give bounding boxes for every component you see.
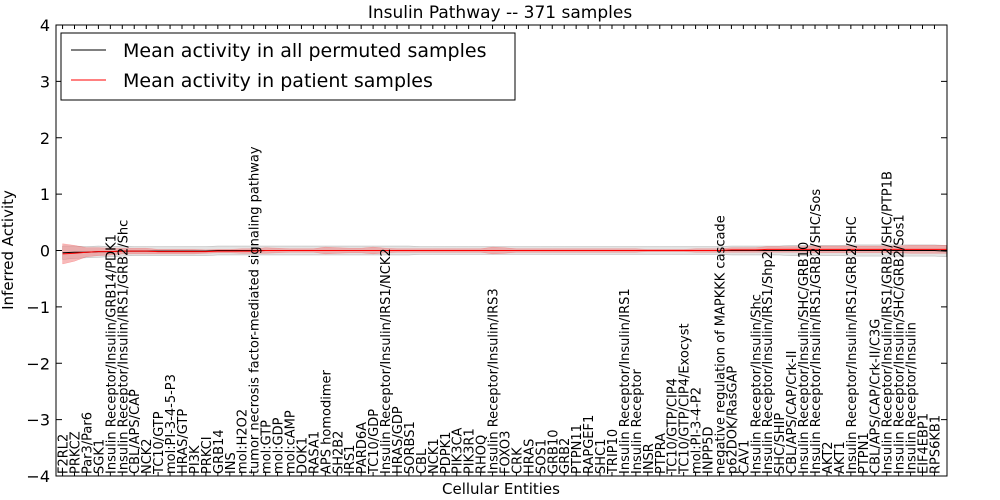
- y-tick-label: 1: [40, 185, 50, 204]
- y-tick-label: −3: [26, 411, 50, 430]
- x-tick-label: CBL/APS/CAP/Crk-II/C3G: [869, 319, 884, 474]
- x-tick-label: HRAS/GTP: [176, 409, 191, 474]
- x-tick-label: DOK1: [295, 437, 310, 474]
- x-tick-label: mol:GTP: [260, 420, 275, 474]
- x-tick-label: Insulin Receptor/Insulin/SHC/GRB10: [797, 242, 812, 474]
- x-tick-label: NCK1: [427, 438, 442, 474]
- x-tick-label: PRKCZ: [69, 431, 84, 474]
- y-tick-label: 3: [40, 72, 50, 91]
- x-tick-label: Par3/Par6: [81, 412, 96, 474]
- legend-label-patient: Mean activity in patient samples: [123, 70, 433, 92]
- x-tick-label: Insulin Receptor/Insulin/SHC/GRB2/Sos1: [893, 214, 908, 474]
- x-tick-label: SH2B2: [331, 431, 346, 475]
- x-tick-label: GRB10: [546, 429, 561, 474]
- x-tick-label: mol:PI-3-4-5-P3: [164, 374, 179, 474]
- x-tick-label: HRAS/GDP: [391, 406, 406, 474]
- x-tick-label: Insulin Receptor/Insulin/IRS1/GRB2/SHC/S…: [809, 189, 824, 474]
- x-tick-label: mol:H2O2: [236, 409, 251, 474]
- x-tick-label: SORBS1: [403, 421, 418, 474]
- x-tick-label: tumor necrosis factor-mediated signaling…: [248, 146, 263, 474]
- y-tick-label: 2: [40, 129, 50, 148]
- x-tick-label: TRIP10: [606, 429, 621, 475]
- x-tick-label: Insulin Receptor/Insulin/IRS1/Shp2: [761, 251, 776, 474]
- x-tick-label: Insulin Receptor: [630, 368, 645, 474]
- x-tick-label: INPP5D: [702, 426, 717, 474]
- x-tick-label: GRB14: [212, 429, 227, 474]
- y-tick-label: 4: [40, 16, 50, 35]
- x-tick-label: INSR: [642, 443, 657, 474]
- x-tick-label: Insulin Receptor/Insulin/IRS1/GRB2/SHC: [845, 216, 860, 474]
- x-tick-label: TC10/GTP/CIP4/Exocyst: [678, 323, 693, 475]
- x-tick-label: p62DOK/RasGAP: [725, 366, 740, 474]
- x-tick-label: PIK3CA: [451, 427, 466, 474]
- x-tick-label: Insulin Receptor/Insulin/IRS1/GRB2/SHC/P…: [881, 171, 896, 474]
- x-axis-label: Cellular Entities: [442, 480, 560, 498]
- x-tick-label: mol:PI-3-4-P2: [690, 387, 705, 474]
- x-tick-label: AKT2: [821, 441, 836, 474]
- x-tick-label: CBL/APS/CAP: [128, 389, 143, 474]
- x-tick-label: AKT1: [833, 441, 848, 474]
- x-tick-label: SGK1: [92, 439, 107, 474]
- x-tick-label: mol:cAMP: [284, 410, 299, 474]
- x-tick-label: mol:GDP: [272, 417, 287, 474]
- x-tick-label: PTPN11: [570, 424, 585, 474]
- y-axis-label: Inferred Activity: [0, 190, 17, 310]
- legend: Mean activity in all permuted samples Me…: [60, 32, 516, 101]
- x-tick-label: PIK3R1: [463, 428, 478, 474]
- x-tick-label: EIF4EBP1: [917, 413, 932, 474]
- x-tick-label: HRAS: [522, 439, 537, 474]
- x-tick-label: CBL/APS/CAP/Crk-II: [785, 350, 800, 473]
- x-tick-label: INS: [224, 452, 239, 474]
- x-tick-label: CBL: [415, 448, 430, 474]
- patient-std-band: [62, 243, 947, 265]
- y-tick-label: 0: [40, 242, 50, 261]
- x-tick-label: TC10/GDP: [367, 409, 382, 475]
- x-tick-label: SHC/SHIP: [773, 413, 788, 474]
- x-tick-label: PTPN1: [857, 432, 872, 474]
- x-tick-label: PRKCI: [200, 436, 215, 474]
- series-lines: [62, 248, 947, 255]
- x-tick-label: CAV1: [737, 440, 752, 474]
- x-tick-label: CRK: [510, 447, 525, 474]
- x-tick-label: Insulin Receptor/Insulin/GRB14/PDK1: [104, 234, 119, 474]
- x-tick-label: PI3K: [188, 445, 203, 474]
- x-tick-label: Insulin Receptor/Insulin/IRS1/GRB2/Shc: [116, 220, 131, 474]
- x-tick-label: Insulin Receptor/Insulin/IRS3: [487, 288, 502, 474]
- x-tick-label: IRS1: [343, 445, 358, 474]
- y-axis: 4 3 2 1 0 −1 −2 −3 −4: [26, 16, 947, 486]
- legend-label-permuted: Mean activity in all permuted samples: [123, 40, 486, 62]
- x-tick-label: TC10/GTP: [152, 411, 167, 475]
- y-tick-label: −2: [26, 354, 50, 373]
- x-tick-label: SHC1: [594, 439, 609, 474]
- x-tick-label: RHOQ: [475, 435, 490, 474]
- x-tick-label: Insulin Receptor/Insulin: [905, 322, 920, 474]
- x-tick-label: GRB2: [558, 438, 573, 474]
- x-tick-label: Insulin Receptor/Insulin/IRS1: [618, 288, 633, 474]
- chart-title: Insulin Pathway -- 371 samples: [368, 3, 633, 23]
- x-tick-label: TC10/GTP/CIP4: [666, 378, 681, 475]
- y-tick-label: −4: [26, 467, 50, 486]
- x-tick-label: APS homodimer: [319, 370, 334, 474]
- x-tick-label: RPS6KB1: [929, 415, 944, 474]
- x-tick-label: F2RL2: [57, 434, 72, 474]
- x-tick-label: PARD6A: [355, 422, 370, 474]
- y-tick-label: −1: [26, 298, 50, 317]
- x-tick-label: RASA1: [307, 431, 322, 474]
- legend-box: [60, 32, 516, 101]
- x-tick-label: Insulin Receptor/Insulin/Shc: [749, 294, 764, 474]
- x-tick-label: NCK2: [140, 438, 155, 474]
- x-tick-label: PTPRA: [654, 433, 669, 474]
- x-tick-label: Insulin Receptor/Insulin/IRS1/NCK2: [379, 248, 394, 474]
- confidence-bands: [62, 243, 947, 265]
- x-tick-label: FOXO3: [499, 431, 514, 474]
- x-tick-label: PDPK1: [439, 432, 454, 475]
- x-tick-label: SOS1: [534, 439, 549, 474]
- patient-mean-line: [62, 248, 947, 255]
- x-tick-label: negative regulation of MAPKKK cascade: [714, 215, 729, 474]
- x-tick-label: RAPGEF1: [582, 415, 597, 474]
